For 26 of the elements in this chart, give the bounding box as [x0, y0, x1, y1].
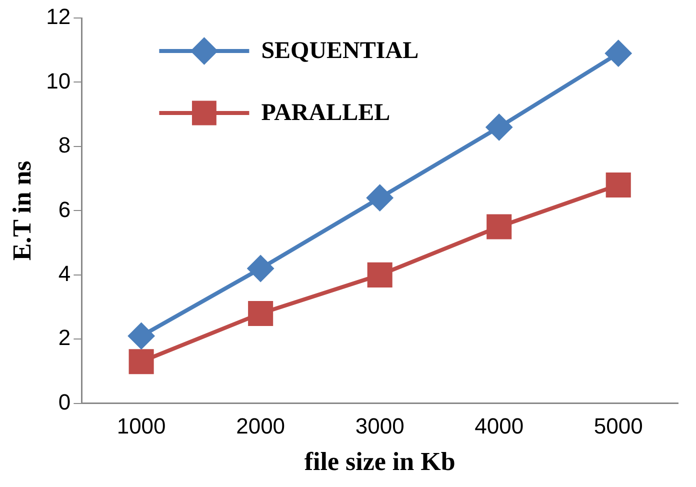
point [606, 172, 631, 198]
y-tick-label: 10 [46, 68, 71, 94]
point [248, 300, 274, 326]
y-tick-label: 0 [58, 389, 71, 414]
x-tick-label: 2000 [236, 414, 286, 439]
legend-label: SEQUENTIAL [261, 38, 419, 64]
y-tick-label: 8 [58, 132, 71, 158]
y-tick-label: 6 [58, 196, 71, 222]
point [366, 184, 394, 212]
x-axis-title: file size in Kb [304, 447, 456, 476]
point [486, 214, 512, 240]
point [128, 349, 154, 374]
x-tick-label: 1000 [116, 414, 166, 439]
y-axis-title: E.T in ns [7, 160, 36, 261]
point [128, 322, 155, 350]
point [367, 262, 392, 288]
point [486, 114, 513, 141]
x-tick-label: 3000 [355, 414, 404, 439]
point [604, 40, 632, 67]
x-tick-label: 4000 [474, 414, 524, 439]
legend-label: PARALLEL [261, 100, 390, 126]
x-tick-label: 5000 [594, 414, 643, 439]
y-tick-label: 4 [58, 260, 71, 286]
y-tick-label: 12 [46, 4, 71, 30]
y-tick-label: 2 [58, 325, 71, 350]
point [247, 255, 274, 282]
